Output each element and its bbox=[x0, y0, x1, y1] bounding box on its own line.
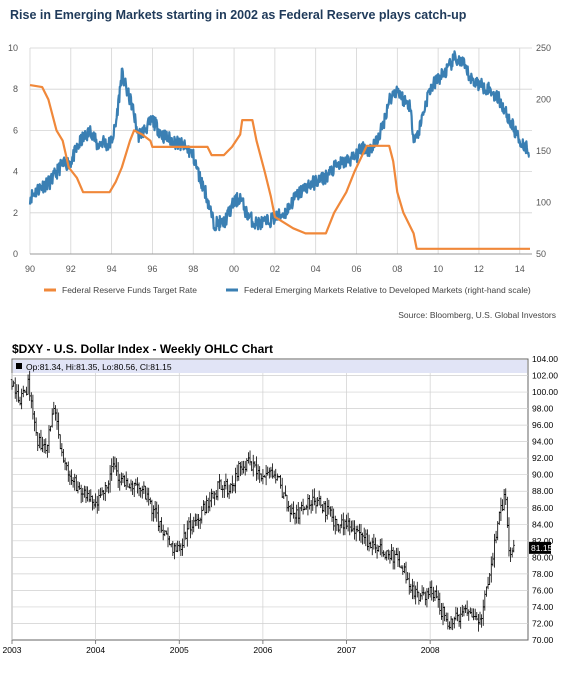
y-right-tick-label: 150 bbox=[536, 146, 551, 156]
x-tick-label: 2006 bbox=[253, 645, 272, 655]
ohlc-readout: Op:81.34, Hi:81.35, Lo:80.56, Cl:81.15 bbox=[26, 362, 172, 372]
y-tick-label: 94.00 bbox=[532, 437, 554, 447]
y-tick-label: 90.00 bbox=[532, 470, 554, 480]
x-tick-label: 12 bbox=[474, 264, 484, 274]
y-right-tick-label: 50 bbox=[536, 249, 546, 259]
y-tick-label: 78.00 bbox=[532, 569, 554, 579]
chart1-title: Rise in Emerging Markets starting in 200… bbox=[10, 8, 467, 22]
x-tick-label: 96 bbox=[147, 264, 157, 274]
y-tick-label: 70.00 bbox=[532, 635, 554, 645]
y-left-tick-label: 10 bbox=[8, 43, 18, 53]
y-right-tick-label: 100 bbox=[536, 198, 551, 208]
y-tick-label: 104.00 bbox=[532, 354, 558, 364]
y-right-tick-label: 250 bbox=[536, 43, 551, 53]
y-tick-label: 86.00 bbox=[532, 503, 554, 513]
series-fed-funds-line bbox=[29, 84, 530, 250]
y-tick-label: 100.00 bbox=[532, 387, 558, 397]
plot-frame bbox=[11, 358, 529, 641]
legend-label-em: Federal Emerging Markets Relative to Dev… bbox=[244, 285, 531, 295]
x-tick-label: 10 bbox=[433, 264, 443, 274]
x-tick-label: 2005 bbox=[170, 645, 189, 655]
x-tick-label: 00 bbox=[229, 264, 239, 274]
y-tick-label: 84.00 bbox=[532, 519, 554, 529]
y-tick-label: 72.00 bbox=[532, 618, 554, 628]
chart2-title: $DXY - U.S. Dollar Index - Weekly OHLC C… bbox=[12, 342, 273, 356]
legend-label-fed: Federal Reserve Funds Target Rate bbox=[62, 285, 197, 295]
x-tick-label: 90 bbox=[25, 264, 35, 274]
x-tick-label: 04 bbox=[311, 264, 321, 274]
x-tick-label: 02 bbox=[270, 264, 280, 274]
x-tick-label: 06 bbox=[351, 264, 361, 274]
x-tick-label: 08 bbox=[392, 264, 402, 274]
y-left-tick-label: 2 bbox=[13, 208, 18, 218]
y-left-tick-label: 0 bbox=[13, 249, 18, 259]
x-tick-label: 2003 bbox=[3, 645, 22, 655]
x-tick-label: 2008 bbox=[421, 645, 440, 655]
x-tick-label: 2007 bbox=[337, 645, 356, 655]
series-em-relative-line bbox=[28, 50, 531, 232]
y-tick-label: 102.00 bbox=[532, 371, 558, 381]
x-tick-label: 2004 bbox=[86, 645, 105, 655]
x-tick-label: 92 bbox=[66, 264, 76, 274]
y-left-tick-label: 8 bbox=[13, 84, 18, 94]
ohlc-marker-icon bbox=[16, 363, 22, 369]
y-tick-label: 98.00 bbox=[532, 404, 554, 414]
y-tick-label: 96.00 bbox=[532, 420, 554, 430]
y-tick-label: 92.00 bbox=[532, 453, 554, 463]
y-tick-label: 80.00 bbox=[532, 552, 554, 562]
y-tick-label: 82.00 bbox=[532, 536, 554, 546]
last-value-badge bbox=[529, 541, 551, 554]
y-right-tick-label: 200 bbox=[536, 95, 551, 105]
x-tick-label: 14 bbox=[515, 264, 525, 274]
y-left-tick-label: 4 bbox=[13, 167, 18, 177]
y-tick-label: 88.00 bbox=[532, 486, 554, 496]
last-value-label: 81.15 bbox=[531, 543, 553, 553]
x-tick-label: 98 bbox=[188, 264, 198, 274]
source-note: Source: Bloomberg, U.S. Global Investors bbox=[398, 310, 556, 320]
ohlc-header-band bbox=[13, 360, 527, 373]
x-tick-label: 94 bbox=[107, 264, 117, 274]
y-tick-label: 76.00 bbox=[532, 585, 554, 595]
y-tick-label: 74.00 bbox=[532, 602, 554, 612]
y-left-tick-label: 6 bbox=[13, 125, 18, 135]
ohlc-bar bbox=[512, 539, 515, 553]
